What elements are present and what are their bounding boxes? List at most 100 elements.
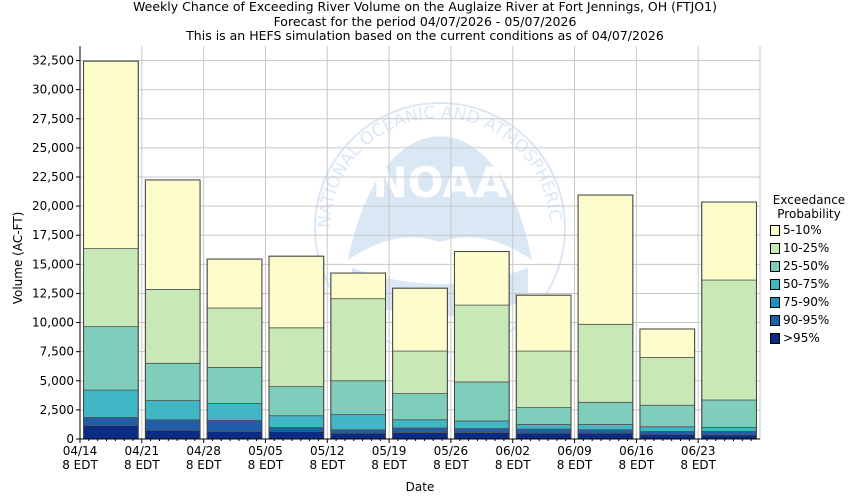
bar-segment (268, 431, 325, 440)
legend-item: 25-50% (770, 257, 848, 275)
bar-segment (206, 366, 263, 404)
legend-label: 50-75% (783, 277, 830, 291)
bar-segment (330, 429, 386, 434)
bar-segment (206, 403, 263, 421)
bar-segment (83, 326, 139, 391)
bar-segment (392, 419, 448, 429)
bar-segment (701, 279, 757, 401)
bar-segment (392, 287, 448, 352)
bar-segment (454, 304, 510, 383)
bar-segment (392, 350, 448, 394)
bar-segment (515, 294, 572, 352)
legend-swatch (770, 260, 780, 272)
legend-item: >95% (770, 329, 848, 347)
x-tick-label-date: 06/02 (495, 444, 530, 458)
bar-segment (83, 417, 139, 427)
bar-stacks (83, 60, 757, 440)
bar-segment (639, 433, 696, 440)
bar-stack (392, 287, 448, 440)
bar-segment (701, 201, 757, 281)
bar-segment (639, 328, 696, 358)
bar-segment (515, 407, 572, 425)
y-tick-label: 5,000 (40, 374, 74, 388)
legend: Exceedance Probability 5-10% 10-25% 25-50%… (770, 193, 848, 347)
x-tick-label-time: 8 EDT (680, 458, 716, 472)
x-axis-label: Date (406, 480, 435, 494)
legend-swatch (770, 242, 780, 254)
bar-segment (330, 380, 386, 415)
noaa-logo-text: NOAA (373, 158, 508, 207)
legend-title-line1: Exceedance (772, 193, 846, 207)
y-tick-label: 32,500 (32, 54, 74, 68)
bar-segment (639, 357, 696, 406)
bar-segment (454, 428, 510, 433)
bar-segment (330, 414, 386, 431)
legend-swatch (770, 314, 780, 326)
bar-segment (639, 426, 696, 432)
x-tick-label-date: 04/14 (63, 444, 98, 458)
bar-segment (144, 362, 201, 401)
legend-label: 5-10% (783, 223, 822, 237)
bar-segment (83, 248, 139, 328)
y-tick-label: 27,500 (32, 112, 74, 126)
bar-segment (268, 255, 325, 329)
bar-segment (639, 404, 696, 428)
x-tick-label-date: 04/28 (186, 444, 221, 458)
bar-segment (392, 427, 448, 433)
bar-segment (639, 431, 696, 435)
y-tick-label: 15,000 (32, 257, 74, 271)
y-tick-label: 30,000 (32, 83, 74, 97)
bar-segment (392, 393, 448, 421)
bar-segment (144, 179, 201, 290)
chart-titles: Weekly Chance of Exceeding River Volume … (0, 0, 850, 44)
x-tick-label-time: 8 EDT (62, 458, 98, 472)
bar-segment (577, 432, 634, 440)
chart-subtitle-period: Forecast for the period 04/07/2026 - 05/… (273, 13, 577, 29)
legend-swatch (770, 278, 780, 290)
legend-swatch (770, 332, 780, 344)
legend-swatch (770, 296, 780, 308)
bar-segment (83, 425, 139, 440)
y-tick-label: 20,000 (32, 199, 74, 213)
bar-segment (330, 298, 386, 382)
bar-stack (206, 258, 263, 440)
x-tick-label-date: 06/23 (681, 444, 716, 458)
x-tick-label-date: 05/05 (248, 444, 283, 458)
bar-segment (454, 381, 510, 422)
bar-segment (577, 194, 634, 325)
x-tick-label-date: 05/12 (310, 444, 345, 458)
x-tick-label-date: 04/21 (125, 444, 160, 458)
bar-segment (330, 272, 386, 300)
bar-stack (577, 194, 634, 440)
legend-label: 10-25% (783, 241, 830, 255)
bar-stack (83, 60, 139, 440)
bar-segment (268, 426, 325, 432)
legend-swatch (770, 224, 780, 236)
legend-label: >95% (783, 331, 820, 345)
bar-segment (454, 420, 510, 429)
bar-stack (268, 255, 325, 440)
y-tick-label: 10,000 (32, 316, 74, 330)
legend-label: 75-90% (783, 295, 830, 309)
y-tick-label: 25,000 (32, 141, 74, 155)
legend-item: 50-75% (770, 275, 848, 293)
bar-segment (577, 323, 634, 403)
noaa-logo-bird (348, 136, 532, 260)
x-tick-label-date: 06/16 (619, 444, 654, 458)
bar-segment (515, 424, 572, 430)
bar-segment (268, 327, 325, 388)
x-tick-label-time: 8 EDT (495, 458, 531, 472)
y-tick-label: 2,500 (40, 403, 74, 417)
x-tick-label-time: 8 EDT (124, 458, 160, 472)
bar-segment (577, 429, 634, 434)
bar-segment (268, 386, 325, 417)
bar-segment (392, 432, 448, 440)
x-tick-label-time: 8 EDT (557, 458, 593, 472)
y-tick-label: 12,500 (32, 286, 74, 300)
y-tick-label: 22,500 (32, 170, 74, 184)
bar-segment (206, 419, 263, 432)
bar-segment (83, 60, 139, 250)
bar-segment (577, 424, 634, 431)
bar-segment (83, 389, 139, 418)
legend-item: 90-95% (770, 311, 848, 329)
